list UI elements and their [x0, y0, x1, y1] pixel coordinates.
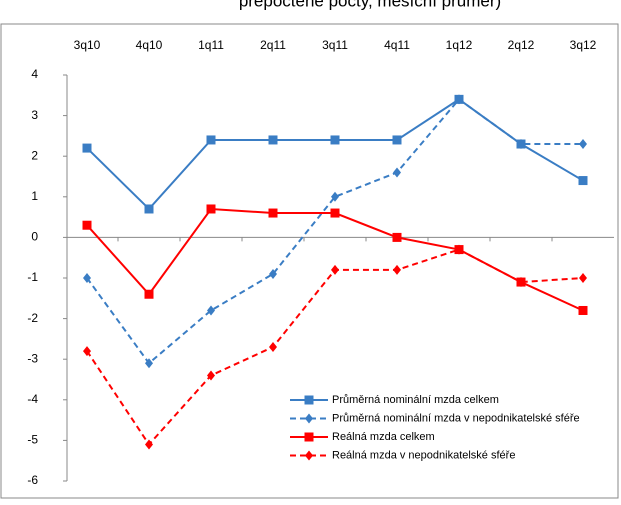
data-point: [393, 167, 401, 178]
data-point: [144, 204, 154, 214]
data-point: [207, 370, 215, 381]
data-point: [145, 358, 153, 369]
data-point: [268, 135, 278, 145]
x-tick-label: 3q11: [322, 38, 348, 52]
y-tick-label: -2: [27, 311, 38, 325]
data-point: [331, 264, 339, 275]
data-point: [206, 135, 216, 145]
data-point: [517, 139, 525, 150]
y-tick-label: 3: [31, 108, 38, 122]
y-tick-label: -3: [27, 351, 38, 365]
data-point: [83, 273, 91, 283]
data-point: [330, 135, 340, 145]
data-point: [393, 264, 401, 275]
x-tick-label: 1q12: [446, 38, 473, 52]
y-tick-label: -1: [27, 270, 38, 284]
y-tick-label: 1: [31, 189, 38, 203]
data-point: [269, 268, 277, 279]
x-tick-label: 3q12: [570, 38, 597, 52]
legend-marker: [305, 450, 313, 461]
data-point: [579, 139, 587, 150]
data-point: [207, 305, 215, 316]
data-point: [392, 135, 402, 145]
x-tick-label: 1q11: [198, 38, 224, 52]
chart-border: [0, 23, 619, 499]
data-point: [578, 176, 588, 186]
x-tick-label: 2q12: [508, 38, 535, 52]
y-tick-label: -4: [27, 392, 38, 406]
legend-label: Reálná mzda celkem: [332, 431, 435, 443]
legend-label: Reálná mzda v nepodnikatelské sféře: [332, 449, 515, 461]
data-point: [579, 273, 587, 283]
data-point: [455, 94, 463, 105]
data-point: [578, 305, 588, 315]
data-point: [517, 277, 525, 288]
x-tick-label: 4q11: [384, 38, 410, 52]
data-point: [206, 204, 216, 214]
data-point: [268, 208, 278, 218]
legend-marker: [304, 432, 314, 442]
y-tick-label: -6: [27, 473, 38, 487]
series-line: [86, 207, 584, 312]
data-point: [269, 342, 277, 353]
x-tick-label: 2q11: [260, 38, 286, 52]
legend-marker: [305, 413, 313, 424]
chart-title: přepočtené počty, měsíční průměr): [239, 0, 501, 10]
data-point: [145, 439, 153, 450]
legend-label: Průměrná nominální mzda celkem: [332, 394, 499, 406]
x-tick-label: 4q10: [136, 38, 163, 52]
data-point: [144, 289, 154, 299]
legend-marker: [304, 395, 314, 405]
data-point: [82, 143, 92, 153]
data-point: [330, 208, 340, 218]
series-line: [86, 98, 583, 365]
data-point: [331, 191, 339, 202]
legend-label: Průměrná nominální mzda v nepodnikatelsk…: [332, 412, 580, 424]
y-tick-label: -5: [27, 433, 38, 447]
x-tick-label: 3q10: [74, 38, 101, 52]
y-tick-label: 2: [31, 148, 38, 162]
y-tick-label: 4: [31, 67, 38, 81]
data-point: [455, 244, 463, 255]
data-point: [83, 346, 91, 357]
data-point: [82, 220, 92, 230]
y-tick-label: 0: [31, 230, 38, 244]
data-point: [392, 232, 402, 242]
